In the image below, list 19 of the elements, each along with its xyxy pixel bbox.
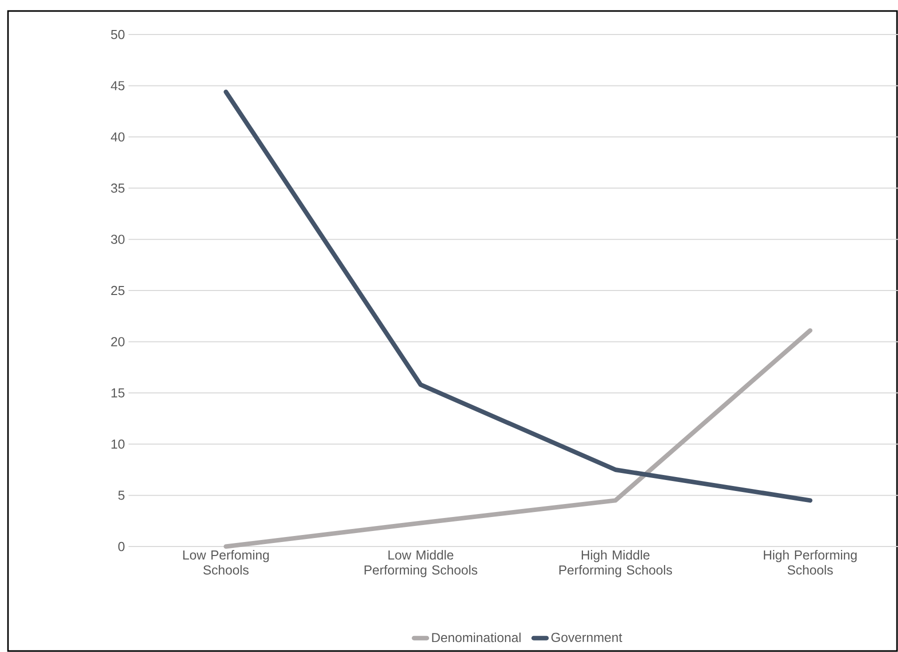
y-tick-label: 0	[118, 542, 125, 552]
x-tick-label: Low Middle Performing Schools	[364, 550, 478, 578]
y-tick-label: 50	[111, 30, 124, 40]
y-tick-label: 25	[111, 286, 124, 296]
line-series	[224, 328, 812, 549]
line-series	[224, 90, 812, 503]
legend-label: Denominational	[432, 632, 521, 642]
y-tick-label: 10	[112, 440, 124, 449]
y-tick-label: 40	[110, 132, 124, 142]
x-tick-label: High Performing Schools	[764, 550, 857, 575]
y-tick-label: 20	[111, 337, 124, 346]
x-tick-label: High Middle Performing Schools	[559, 550, 672, 578]
y-tick-label: 5	[118, 490, 124, 500]
legend-label: Government	[551, 632, 622, 642]
y-tick-label: 45	[110, 81, 124, 90]
y-tick-label: 30	[111, 234, 124, 244]
y-tick-label: 35	[111, 184, 124, 193]
y-tick-label: 15	[112, 388, 124, 398]
x-tick-label: Low Perfoming Schools	[183, 550, 269, 575]
